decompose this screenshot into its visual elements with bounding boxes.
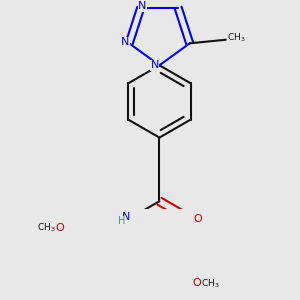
Text: N: N [150,60,159,70]
Text: CH$_3$: CH$_3$ [201,277,219,290]
Text: O: O [192,278,201,288]
Text: H: H [118,217,125,226]
Text: CH$_3$: CH$_3$ [227,32,246,44]
Text: N: N [122,212,130,222]
Text: CH$_3$: CH$_3$ [37,221,56,234]
Text: N: N [138,1,147,11]
Text: O: O [193,214,202,224]
Text: N: N [121,37,129,47]
Text: O: O [56,223,64,232]
